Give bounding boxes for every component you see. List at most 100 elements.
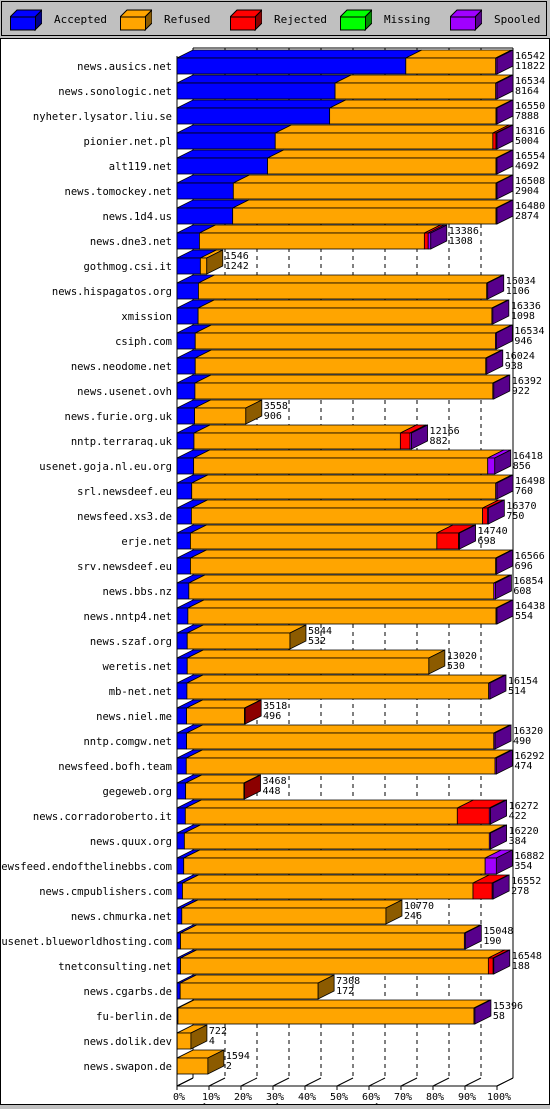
bar-segment — [176, 157, 268, 175]
category-label: news.cmpublishers.com — [39, 886, 172, 898]
accepted-label: 5004 — [515, 136, 539, 147]
accepted-label: 188 — [512, 961, 530, 972]
offered-label: 3558 — [264, 401, 288, 412]
offered-label: 16550 — [515, 101, 545, 112]
bar-side — [489, 674, 507, 700]
x-tick-label: 40% — [298, 1092, 316, 1103]
bar-segment — [484, 857, 497, 875]
bar-segment-top — [187, 599, 513, 609]
offered-label: 16480 — [515, 201, 545, 212]
category-label: news.sonologic.net — [58, 86, 172, 98]
bar-segment — [176, 707, 187, 725]
accepted-label: 696 — [515, 561, 533, 572]
accepted-label: 922 — [512, 386, 530, 397]
accepted-label: 750 — [506, 511, 524, 522]
bar-segment-top — [405, 49, 512, 59]
bar-side — [428, 649, 446, 675]
bar-side — [487, 274, 505, 300]
offered-label: 16554 — [515, 151, 545, 162]
offered-label: 7308 — [336, 976, 360, 987]
bar-segment-top — [177, 999, 491, 1009]
bar-segment — [186, 707, 245, 725]
bar-segment — [176, 282, 199, 300]
offered-label: 3468 — [263, 776, 287, 787]
bar-segment-top — [233, 174, 513, 184]
accepted-label: 882 — [430, 436, 448, 447]
bar-segment-top — [195, 324, 512, 334]
category-label: newsfeed.endofthelinebbs.com — [0, 861, 172, 873]
bar-side — [494, 449, 512, 475]
bar-segment — [334, 82, 497, 100]
bar-segment — [176, 532, 191, 550]
bar-segment-top — [186, 674, 505, 684]
bar-side — [411, 424, 428, 450]
bar-segment — [186, 732, 495, 750]
offered-label: 16336 — [511, 301, 541, 312]
bar-segment-top — [195, 349, 502, 359]
bar-segment — [176, 482, 193, 500]
bar-side — [496, 474, 514, 500]
bar-segment — [436, 532, 459, 550]
accepted-label: 1098 — [511, 311, 535, 322]
category-label: newsfeed.xs3.de — [77, 511, 172, 523]
offered-label: 16320 — [513, 726, 543, 737]
bar-segment — [176, 732, 187, 750]
bar-segment — [176, 832, 185, 850]
bar-segment — [184, 807, 458, 825]
bar-side — [496, 49, 514, 75]
accepted-label: 58 — [493, 1011, 505, 1022]
legend-swatch-rejected — [230, 9, 262, 31]
bar-segment — [176, 132, 276, 150]
accepted-label: 7888 — [515, 111, 539, 122]
bar-segment — [176, 457, 195, 475]
bar-side — [493, 949, 511, 975]
offered-label: 5844 — [308, 626, 332, 637]
bar-segment-top — [184, 824, 506, 834]
bar-side — [244, 774, 261, 800]
bar-segment — [176, 1032, 192, 1050]
accepted-label: 190 — [483, 936, 501, 947]
offered-label: 16272 — [509, 801, 539, 812]
bar-segment-top — [198, 274, 503, 284]
accepted-label: 938 — [505, 361, 523, 372]
accepted-label: 246 — [404, 911, 422, 922]
category-label: news.ausics.net — [77, 61, 172, 73]
bar-side — [207, 1049, 225, 1075]
bar-side — [317, 974, 335, 1000]
category-label: news.swapon.de — [83, 1061, 172, 1073]
accepted-label: 354 — [514, 861, 532, 872]
bar-segment — [176, 407, 196, 425]
bar-segment-top — [185, 799, 474, 809]
bar-segment — [188, 582, 495, 600]
bar-side — [496, 124, 514, 150]
bar-segment-top — [199, 224, 441, 234]
bar-segment — [176, 782, 187, 800]
bar-segment — [186, 632, 291, 650]
bar-segment — [176, 657, 188, 675]
accepted-label: 422 — [509, 811, 527, 822]
offered-label: 16566 — [515, 551, 545, 562]
offered-label: 16508 — [515, 176, 545, 187]
bar-side — [494, 724, 512, 750]
bar-segment — [176, 607, 189, 625]
offered-label: 16316 — [515, 126, 545, 137]
accepted-label: 384 — [509, 836, 527, 847]
accepted-label: 172 — [336, 986, 354, 997]
offered-label: 16292 — [514, 751, 544, 762]
chart-area: 0%10%20%30%40%50%60%70%80%90%100%Outgoin… — [0, 38, 550, 1109]
category-label: news.hispagatos.org — [52, 286, 172, 298]
category-label: usenet.blueworldhosting.com — [1, 936, 172, 948]
bar-side — [289, 624, 307, 650]
offered-label: 12166 — [430, 426, 460, 437]
category-label: weretis.net — [102, 661, 172, 673]
x-tick-label: 80% — [426, 1092, 444, 1103]
